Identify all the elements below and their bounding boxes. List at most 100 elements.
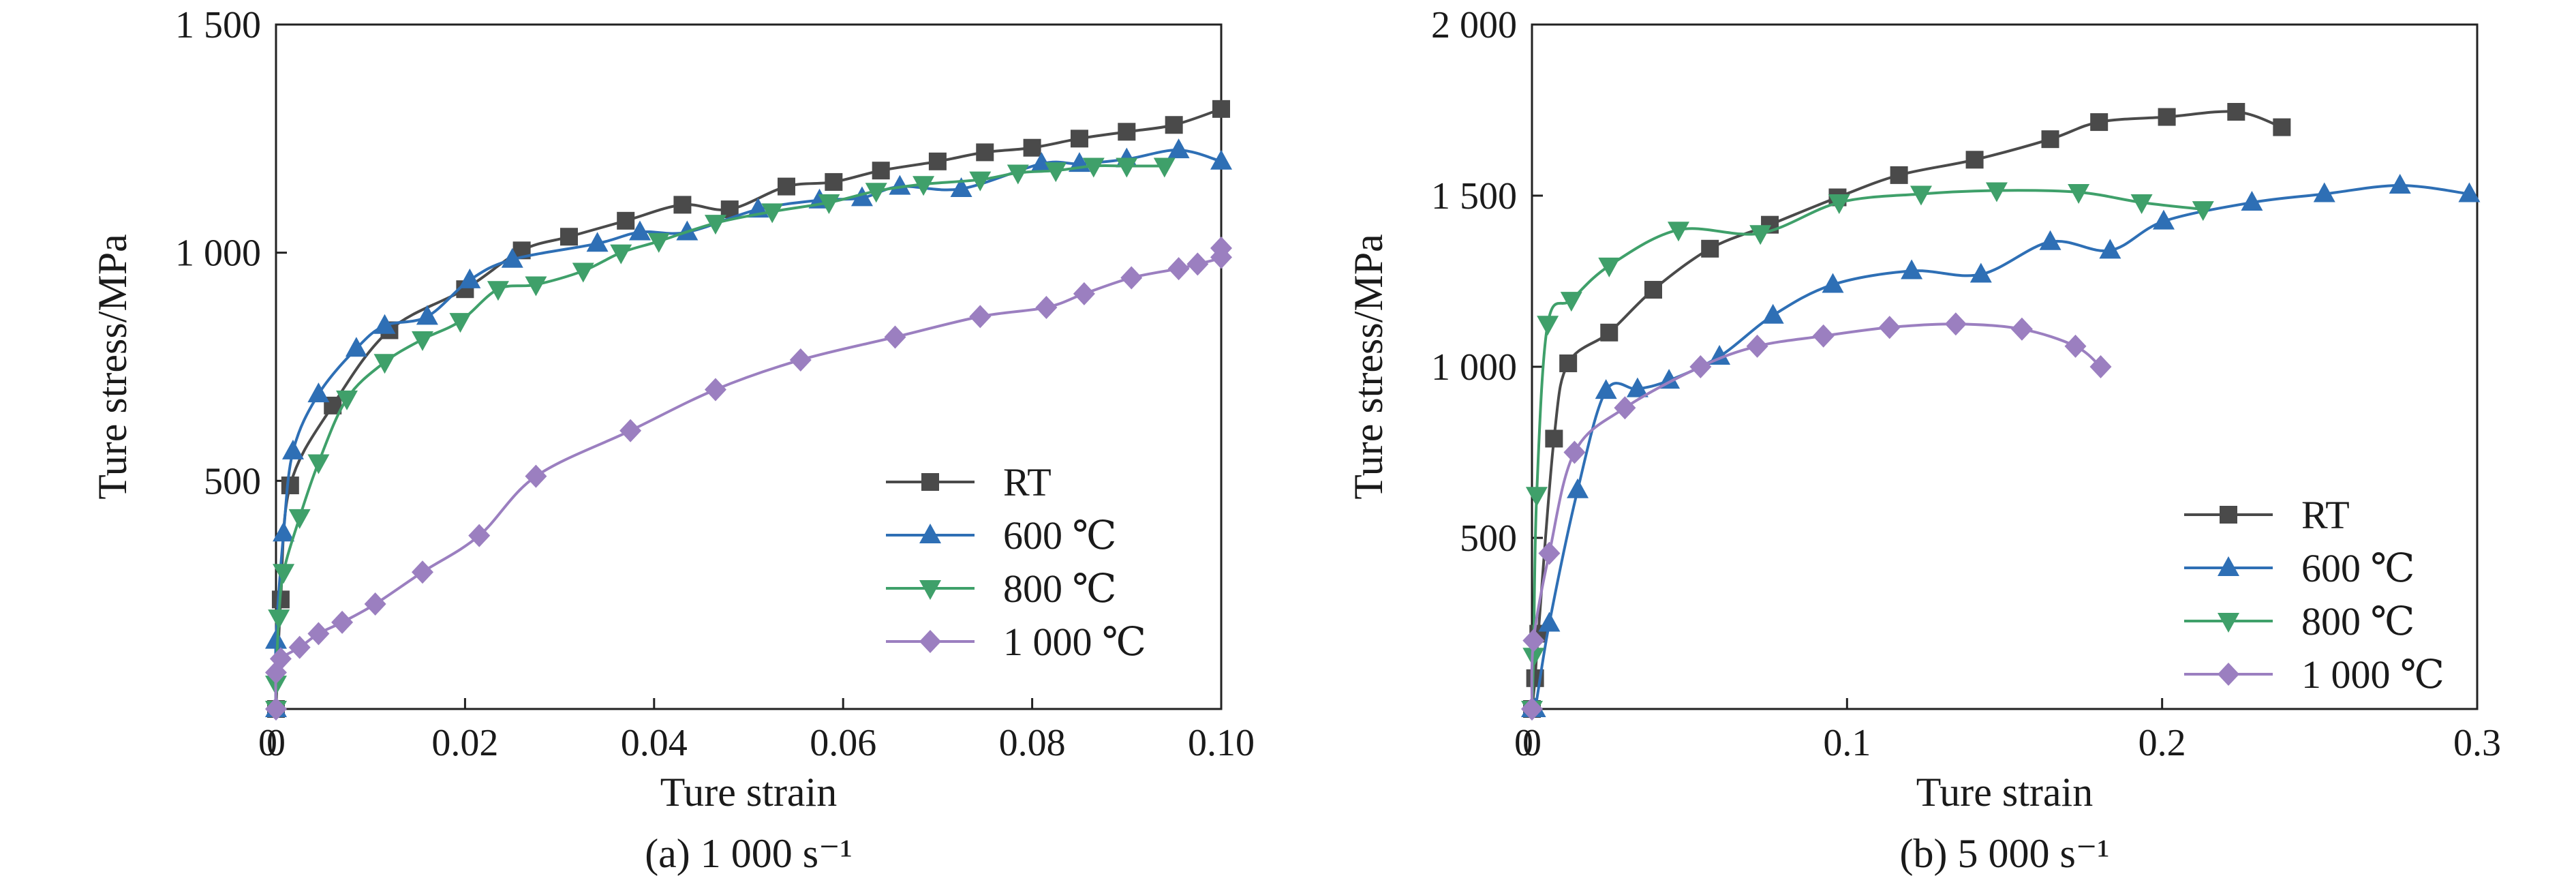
legend-label: 600 ℃ bbox=[1003, 513, 1116, 558]
data-point bbox=[1910, 185, 1932, 206]
x-tick-label: 0.04 bbox=[621, 722, 688, 764]
data-point bbox=[1985, 182, 2008, 202]
data-point bbox=[1538, 541, 1561, 565]
data-point bbox=[559, 228, 578, 246]
data-point bbox=[269, 647, 292, 671]
legend-marker bbox=[921, 473, 939, 491]
data-point bbox=[1559, 354, 1578, 372]
x-axis-title: Ture strain bbox=[1916, 770, 2093, 815]
data-point bbox=[913, 176, 935, 196]
data-point bbox=[1598, 257, 1621, 277]
series-3 bbox=[1521, 312, 2112, 721]
data-point bbox=[281, 477, 299, 495]
data-point bbox=[2227, 103, 2245, 121]
data-point bbox=[1890, 166, 1908, 184]
data-point bbox=[1600, 323, 1619, 342]
data-point bbox=[1167, 138, 1190, 159]
data-point bbox=[1120, 266, 1143, 290]
data-point bbox=[1567, 478, 1589, 498]
data-point bbox=[1762, 303, 1784, 324]
data-point bbox=[1210, 149, 1232, 170]
data-point bbox=[865, 183, 887, 203]
data-point bbox=[373, 314, 396, 334]
series-3 bbox=[265, 236, 1232, 721]
legend-marker bbox=[2218, 663, 2239, 686]
data-point bbox=[1828, 194, 1850, 215]
data-point bbox=[673, 196, 692, 214]
x-tick-label: 0.08 bbox=[999, 722, 1066, 764]
data-point bbox=[1965, 151, 1984, 169]
data-point bbox=[1822, 273, 1844, 293]
data-point bbox=[345, 337, 367, 357]
data-point bbox=[617, 211, 635, 230]
legend-marker bbox=[2218, 613, 2239, 633]
data-point bbox=[2089, 355, 2112, 378]
data-point bbox=[501, 247, 523, 268]
data-point bbox=[1901, 259, 1923, 280]
data-point bbox=[1545, 429, 1563, 448]
x-tick-label: 0.2 bbox=[2138, 722, 2186, 764]
data-point bbox=[1614, 396, 1636, 420]
data-point bbox=[373, 354, 396, 374]
series-0 bbox=[267, 100, 1230, 718]
y-tick-label: 1 000 bbox=[1431, 346, 1517, 389]
data-point bbox=[1944, 312, 1967, 336]
data-point bbox=[1595, 379, 1617, 399]
legend-marker bbox=[919, 630, 941, 653]
data-point bbox=[1521, 697, 1543, 721]
data-point bbox=[525, 464, 547, 488]
y-tick-label: 1 500 bbox=[175, 4, 261, 46]
data-point bbox=[1626, 377, 1649, 397]
data-point bbox=[1701, 239, 1719, 258]
data-point bbox=[468, 524, 491, 547]
data-point bbox=[610, 244, 632, 265]
data-point bbox=[872, 162, 890, 180]
data-point bbox=[825, 172, 843, 191]
data-point bbox=[2192, 201, 2214, 222]
data-point bbox=[969, 171, 992, 192]
data-point bbox=[586, 232, 609, 252]
data-point bbox=[1167, 257, 1190, 281]
data-point bbox=[1525, 487, 1548, 507]
series-1 bbox=[265, 138, 1232, 717]
legend-label: 600 ℃ bbox=[2301, 546, 2414, 590]
data-point bbox=[265, 697, 287, 721]
y-tick-label: 2 000 bbox=[1431, 4, 1517, 46]
data-point bbox=[2068, 183, 2090, 204]
legend-marker bbox=[919, 580, 941, 600]
data-point bbox=[265, 629, 287, 649]
data-point bbox=[647, 232, 670, 253]
legend-label: RT bbox=[1003, 460, 1052, 504]
x-tick-label: 0.10 bbox=[1188, 722, 1255, 764]
data-point bbox=[416, 305, 438, 325]
data-point bbox=[704, 378, 726, 402]
legend: RT 600 ℃ 800 ℃ 1 000 ℃ bbox=[2184, 493, 2444, 697]
origin-label: 0 bbox=[258, 722, 277, 764]
data-point bbox=[288, 509, 311, 529]
data-point bbox=[2064, 334, 2087, 358]
panel-caption: (a) 1 000 s⁻¹ bbox=[645, 831, 853, 876]
data-point bbox=[1165, 116, 1183, 134]
data-point bbox=[487, 281, 509, 301]
data-point bbox=[2458, 182, 2481, 202]
series-line bbox=[275, 107, 1222, 710]
data-point bbox=[307, 622, 330, 646]
data-point bbox=[1560, 292, 1582, 312]
x-tick-label: 0 bbox=[1522, 722, 1542, 764]
legend-label: RT bbox=[2301, 493, 2350, 537]
data-point bbox=[1667, 222, 1689, 242]
y-tick-label: 500 bbox=[1460, 517, 1517, 560]
data-point bbox=[449, 313, 472, 333]
x-axis-title: Ture strain bbox=[660, 770, 837, 815]
plot-area-frame bbox=[275, 23, 1223, 710]
series-line bbox=[1530, 322, 2102, 710]
y-tick-label: 1 500 bbox=[1431, 175, 1517, 217]
data-point bbox=[2313, 182, 2335, 202]
data-point bbox=[850, 186, 873, 207]
data-point bbox=[1073, 282, 1095, 305]
x-tick-label: 0 bbox=[266, 722, 286, 764]
data-point bbox=[1537, 316, 1559, 336]
data-point bbox=[818, 194, 840, 215]
data-point bbox=[889, 175, 911, 195]
data-point bbox=[2010, 317, 2033, 341]
